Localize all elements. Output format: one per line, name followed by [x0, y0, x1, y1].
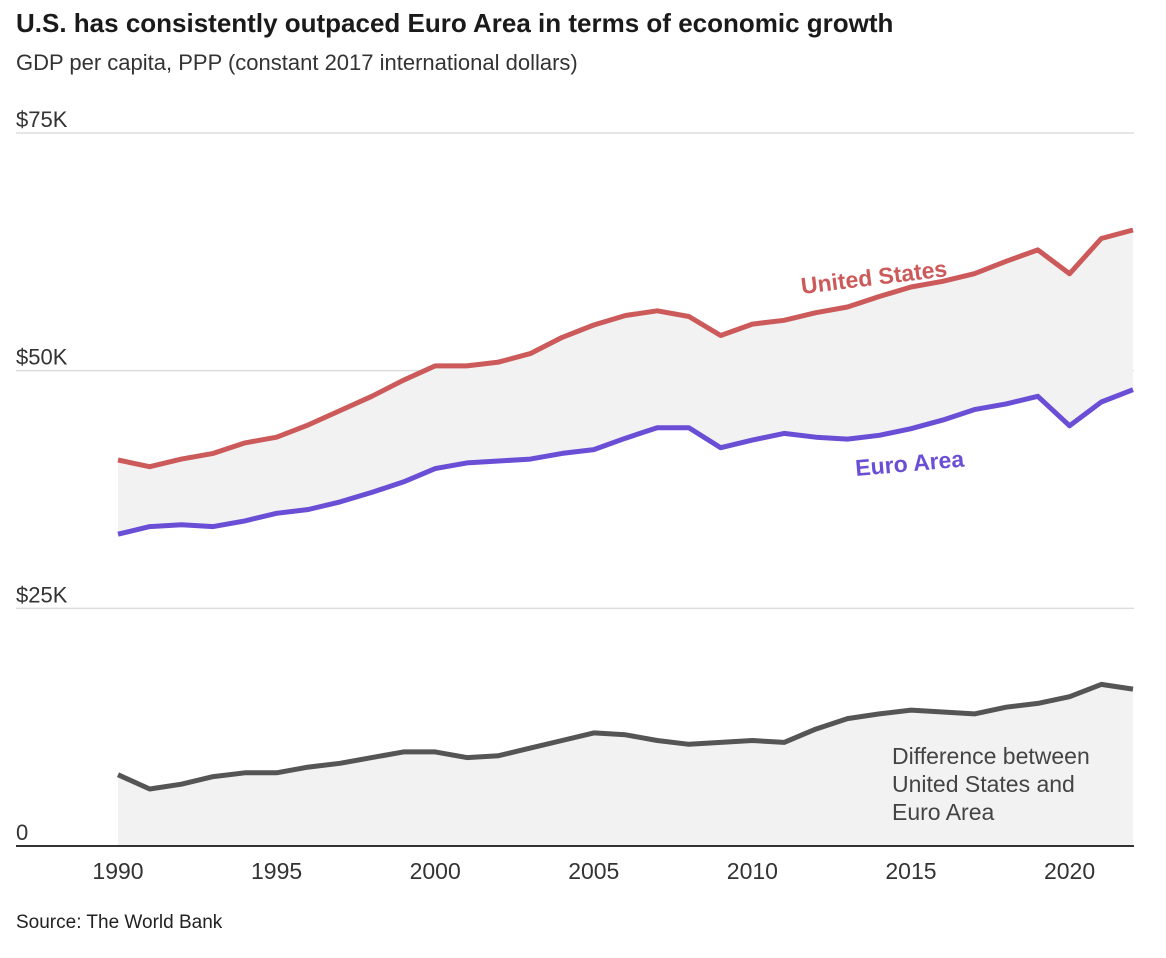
x-tick-label: 2015 [885, 858, 936, 884]
y-tick-label: $25K [16, 582, 68, 607]
difference-area-fill [118, 684, 1133, 846]
x-tick-label: 2000 [410, 858, 461, 884]
x-tick-label: 1995 [251, 858, 302, 884]
label-euro-area: Euro Area [854, 446, 965, 481]
y-tick-label: $50K [16, 345, 68, 370]
source-note: Source: The World Bank [16, 912, 223, 933]
series-lines [116, 227, 1134, 792]
series-line-euro [117, 387, 1134, 537]
label-difference: United States and [892, 771, 1075, 797]
gap-fills [118, 230, 1133, 846]
x-tick-label: 1990 [92, 858, 143, 884]
chart-title: U.S. has consistently outpaced Euro Area… [16, 8, 894, 38]
x-tick-label: 2005 [568, 858, 619, 884]
series-line-us [117, 227, 1134, 470]
x-tick-label: 2020 [1044, 858, 1095, 884]
axes: 0 $25K $50K $75K 1990 1995 2000 2005 2010 2015 202… [16, 107, 1134, 884]
chart-subtitle: GDP per capita, PPP (constant 2017 inter… [16, 50, 578, 75]
gap-band-fill [118, 230, 1133, 535]
label-difference: Difference between [892, 743, 1090, 769]
y-tick-label: 0 [16, 820, 28, 845]
series-line-difference [116, 681, 1134, 792]
x-tick-label: 2010 [727, 858, 778, 884]
line-chart: 0 $25K $50K $75K 1990 1995 2000 2005 2010 2015 202… [16, 107, 1134, 884]
y-tick-label: $75K [16, 107, 68, 132]
label-difference: Euro Area [892, 799, 994, 825]
